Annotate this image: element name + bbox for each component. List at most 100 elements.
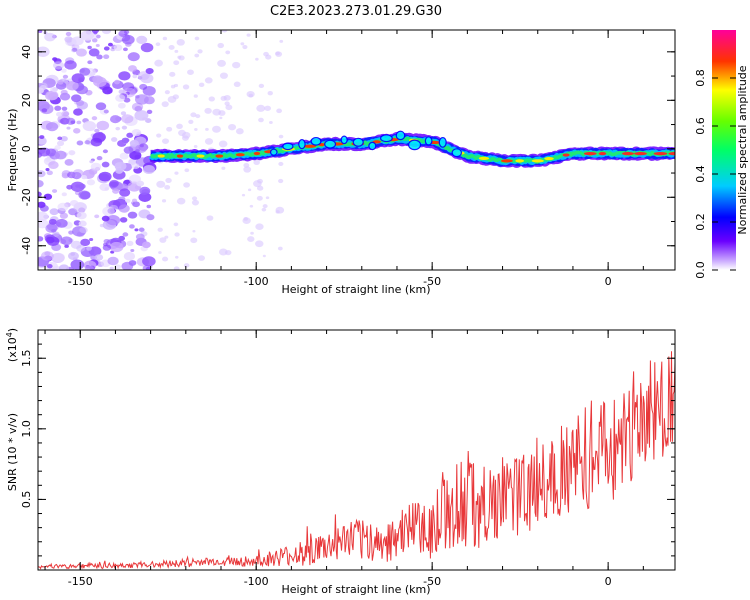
- ridge-hotspot: [653, 152, 668, 156]
- spectrogram-panel: -150 -100 -50 0 -40 -20 0 20 40 Height of strai…: [6, 29, 676, 296]
- noise-blob: [190, 237, 198, 244]
- colorbar-ticks: 0.0 0.2 0.4 0.6 0.8: [694, 69, 736, 279]
- noise-blob: [262, 204, 268, 209]
- noise-blob: [269, 120, 273, 124]
- noise-blob: [242, 44, 248, 50]
- ridge-blob: [282, 142, 294, 151]
- noise-blob: [278, 134, 284, 139]
- noise-blob: [184, 168, 190, 173]
- noise-blob: [128, 260, 137, 266]
- noise-blob: [178, 55, 185, 61]
- noise-blob: [82, 121, 97, 132]
- ridge-blob: [380, 134, 393, 143]
- snr-panel: -150 -100 -50 0 0.5 1.0 1.5 Height of straigh…: [5, 328, 676, 596]
- noise-blob: [262, 254, 266, 258]
- noise-blob: [225, 104, 233, 111]
- ridge-blob: [298, 139, 306, 150]
- noise-blob: [79, 191, 91, 200]
- noise-blob: [89, 237, 94, 242]
- noise-blob: [161, 101, 169, 108]
- snr-y-scale-label: (x104): [5, 328, 19, 362]
- noise-blob: [121, 125, 128, 130]
- noise-blob: [101, 161, 110, 168]
- noise-blob: [52, 189, 58, 193]
- noise-blob: [38, 147, 51, 157]
- noise-blob: [176, 39, 185, 46]
- noise-blob: [38, 170, 46, 178]
- noise-blob: [111, 137, 118, 142]
- y-tick-label: 1.0: [20, 420, 33, 438]
- noise-blob: [174, 232, 180, 237]
- noise-blob: [159, 237, 167, 243]
- y-tick-label: -40: [20, 237, 33, 255]
- noise-blob: [131, 129, 142, 137]
- noise-blob: [54, 105, 62, 111]
- noise-blob: [265, 54, 272, 60]
- noise-blob: [142, 256, 156, 267]
- noise-blob: [175, 255, 179, 259]
- noise-blob: [121, 114, 134, 124]
- ridge-hotspot: [478, 156, 490, 160]
- noise-blob: [182, 84, 190, 90]
- ridge-hotspot: [562, 153, 570, 157]
- noise-blob: [129, 224, 135, 229]
- noise-blob: [193, 94, 198, 98]
- noise-blob: [156, 133, 162, 138]
- noise-blob: [64, 36, 73, 43]
- noise-blob: [277, 246, 283, 251]
- noise-blob: [112, 188, 120, 194]
- noise-blob: [106, 214, 121, 226]
- ridge-blob: [451, 148, 463, 158]
- noise-blob: [233, 81, 241, 88]
- noise-blob: [86, 246, 92, 251]
- noise-blob: [279, 39, 284, 43]
- noise-blob: [102, 206, 115, 217]
- noise-blob: [113, 79, 121, 85]
- noise-blob: [218, 140, 228, 148]
- noise-blob: [120, 111, 127, 116]
- noise-blob: [131, 163, 140, 170]
- noise-blob: [45, 157, 52, 162]
- noise-blob: [57, 202, 69, 212]
- noise-blob: [51, 87, 58, 93]
- noise-blob: [218, 110, 226, 116]
- noise-blob: [54, 150, 67, 160]
- noise-blob: [197, 255, 205, 261]
- colorbar-tick-label: 0.4: [694, 165, 707, 183]
- snr-frame: [37, 329, 676, 571]
- noise-blob: [204, 138, 214, 145]
- noise-blob: [122, 232, 129, 237]
- noise-blob: [193, 145, 198, 148]
- noise-blob: [53, 61, 65, 70]
- noise-blob: [164, 90, 170, 95]
- colorbar-tick-label: 0.6: [694, 117, 707, 135]
- noise-blob: [258, 117, 264, 123]
- noise-blob: [107, 256, 119, 266]
- noise-blob: [278, 161, 284, 167]
- noise-blob: [139, 186, 151, 196]
- noise-blob: [43, 193, 53, 200]
- noise-blob: [126, 132, 134, 138]
- noise-blob: [246, 33, 251, 37]
- noise-blob: [145, 67, 154, 75]
- spectrogram-noise: [38, 30, 285, 270]
- noise-blob: [135, 149, 140, 153]
- noise-blob: [141, 241, 151, 249]
- colorbar-gradient: [712, 30, 736, 270]
- noise-blob: [157, 227, 163, 232]
- noise-blob: [118, 71, 131, 81]
- noise-blob: [173, 60, 180, 66]
- noise-blob: [255, 223, 264, 231]
- noise-blob: [225, 50, 231, 55]
- noise-blob: [135, 233, 145, 241]
- noise-blob: [45, 122, 59, 132]
- snr-x-label: Height of straight line (km): [281, 583, 430, 596]
- noise-blob: [78, 183, 86, 190]
- noise-blob: [87, 60, 93, 65]
- noise-blob: [183, 263, 190, 268]
- noise-blob: [96, 155, 103, 161]
- noise-blob: [109, 241, 124, 253]
- noise-blob: [123, 97, 131, 103]
- noise-blob: [247, 188, 252, 192]
- ridge-hotspot: [668, 152, 675, 156]
